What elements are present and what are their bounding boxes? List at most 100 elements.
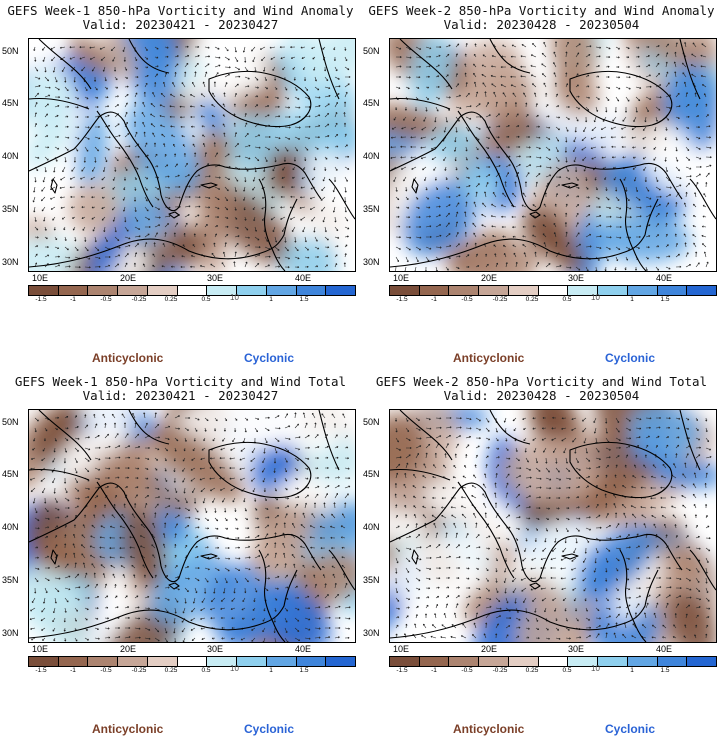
- colorbar-cell: [237, 286, 267, 295]
- anticyclonic-label: Anticyclonic: [92, 722, 164, 736]
- colorbar-tick: -1: [431, 296, 437, 303]
- colorbar-tick: -1.5: [35, 667, 47, 674]
- colorbar-cell: [687, 657, 717, 666]
- latitude-label: 30N: [2, 257, 19, 267]
- colorbar-cell: [88, 657, 119, 666]
- panel-valid-dates: Valid: 20230421 - 20230427: [82, 17, 279, 32]
- panel-valid-dates: Valid: 20230428 - 20230504: [443, 388, 640, 403]
- colorbar-cell: [657, 657, 688, 666]
- colorbar-tick: -0.5: [461, 296, 473, 303]
- colorbar-tick: -1.5: [396, 296, 408, 303]
- colorbar-tick: 1: [269, 296, 273, 303]
- colorbar-cell: [479, 286, 509, 295]
- colorbar-tick: -1: [431, 667, 437, 674]
- panel-title: GEFS Week-2 850-hPa Vorticity and Wind A…: [368, 3, 715, 18]
- colorbar-tick: 0.5: [201, 667, 211, 674]
- map-panel: GEFS Week-2 850-hPa Vorticity and Wind A…: [361, 0, 722, 371]
- longitude-label: 10E: [393, 273, 410, 283]
- longitude-label: 40E: [656, 273, 673, 283]
- colorbar-cell: [627, 286, 658, 295]
- colorbar: [28, 656, 356, 667]
- colorbar-tick: 0.5: [562, 667, 572, 674]
- latitude-label: 40N: [2, 151, 19, 161]
- colorbar-tick: 0.5: [201, 296, 211, 303]
- colorbar-cell: [266, 657, 297, 666]
- colorbar-cell: [296, 657, 327, 666]
- colorbar-tick: -1.5: [35, 296, 47, 303]
- colorbar-cell: [568, 286, 599, 295]
- colorbar-tick: -0.25: [492, 667, 508, 674]
- latitude-label: 35N: [2, 575, 19, 585]
- colorbar-tick: 1.5: [660, 296, 670, 303]
- latitude-label: 30N: [363, 628, 380, 638]
- colorbar-tick: -1: [70, 296, 76, 303]
- colorbar-unit-marker: 10: [591, 293, 600, 302]
- colorbar-unit-marker: 10: [591, 664, 600, 673]
- colorbar-cell: [118, 286, 148, 295]
- latitude-label: 45N: [2, 469, 19, 479]
- longitude-label: 10E: [32, 644, 49, 654]
- colorbar-cell: [29, 286, 59, 295]
- colorbar-cell: [390, 657, 420, 666]
- colorbar-cell: [147, 657, 178, 666]
- latitude-label: 30N: [363, 257, 380, 267]
- vorticity-map: [28, 409, 356, 643]
- latitude-label: 50N: [2, 46, 19, 56]
- panel-valid-dates: Valid: 20230421 - 20230427: [82, 388, 279, 403]
- colorbar-cell: [118, 657, 148, 666]
- colorbar-tick: -0.5: [100, 667, 112, 674]
- longitude-label: 40E: [295, 273, 312, 283]
- anticyclonic-label: Anticyclonic: [92, 351, 164, 365]
- colorbar-cell: [177, 657, 208, 666]
- colorbar-cell: [627, 657, 658, 666]
- colorbar-tick: -0.5: [461, 667, 473, 674]
- colorbar-cell: [419, 657, 450, 666]
- anticyclonic-label: Anticyclonic: [453, 351, 525, 365]
- longitude-label: 30E: [568, 273, 585, 283]
- cyclonic-label: Cyclonic: [605, 351, 656, 365]
- colorbar-cell: [58, 657, 89, 666]
- colorbar-tick: -0.25: [492, 296, 508, 303]
- colorbar-cell: [598, 286, 628, 295]
- colorbar-cell: [538, 657, 569, 666]
- map-panel: GEFS Week-2 850-hPa Vorticity and Wind T…: [361, 371, 722, 742]
- colorbar-unit-marker: 10: [230, 293, 239, 302]
- vorticity-map: [389, 38, 717, 272]
- latitude-label: 45N: [2, 98, 19, 108]
- colorbar-cell: [538, 286, 569, 295]
- colorbar-cell: [29, 657, 59, 666]
- longitude-label: 30E: [207, 644, 224, 654]
- colorbar-cell: [419, 286, 450, 295]
- colorbar-tick: -0.5: [100, 296, 112, 303]
- colorbar-tick: -0.25: [131, 667, 147, 674]
- colorbar-cell: [58, 286, 89, 295]
- colorbar-cell: [657, 286, 688, 295]
- colorbar-tick: 0.25: [525, 296, 539, 303]
- colorbar-cell: [207, 657, 238, 666]
- panel-title: GEFS Week-1 850-hPa Vorticity and Wind A…: [7, 3, 354, 18]
- colorbar-cell: [88, 286, 119, 295]
- colorbar-tick: 1: [630, 667, 634, 674]
- colorbar-tick: 1.5: [299, 296, 309, 303]
- latitude-label: 50N: [363, 417, 380, 427]
- latitude-label: 40N: [363, 151, 380, 161]
- colorbar-cell: [598, 657, 628, 666]
- colorbar: [389, 656, 717, 667]
- colorbar-cell: [449, 286, 480, 295]
- colorbar-cell: [326, 286, 356, 295]
- longitude-label: 20E: [120, 273, 137, 283]
- colorbar-cell: [207, 286, 238, 295]
- colorbar-tick: 0.25: [164, 667, 178, 674]
- map-panel: GEFS Week-1 850-hPa Vorticity and Wind T…: [0, 371, 361, 742]
- colorbar-tick: 1: [269, 667, 273, 674]
- colorbar-tick: 1.5: [660, 667, 670, 674]
- colorbar: [28, 285, 356, 296]
- latitude-label: 50N: [2, 417, 19, 427]
- latitude-label: 45N: [363, 469, 380, 479]
- colorbar-cell: [479, 657, 509, 666]
- longitude-label: 20E: [120, 644, 137, 654]
- longitude-label: 10E: [393, 644, 410, 654]
- cyclonic-label: Cyclonic: [605, 722, 656, 736]
- colorbar-cell: [147, 286, 178, 295]
- latitude-label: 40N: [363, 522, 380, 532]
